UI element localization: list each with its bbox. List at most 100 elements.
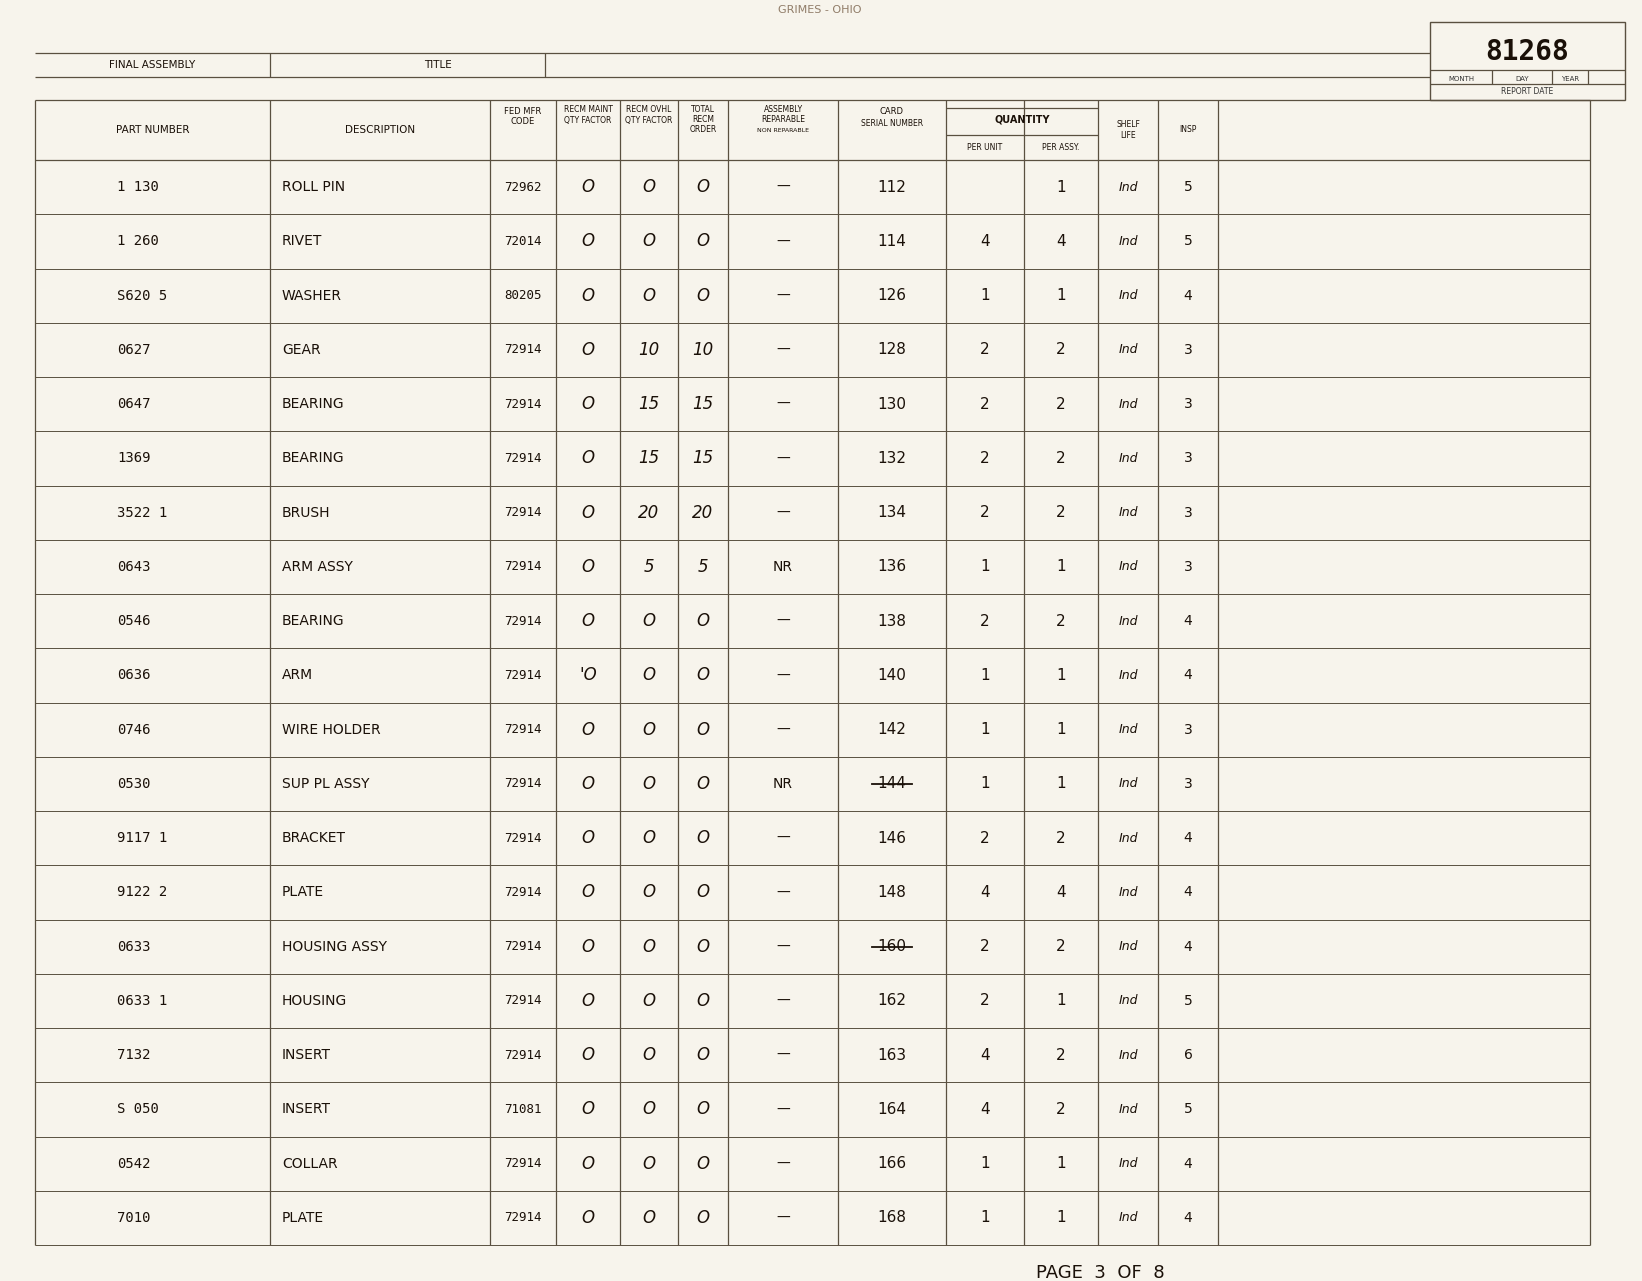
Text: —: — — [777, 343, 790, 357]
Text: 1: 1 — [1056, 993, 1066, 1008]
Text: 4: 4 — [980, 1048, 990, 1063]
Text: 134: 134 — [877, 505, 906, 520]
Text: O: O — [696, 991, 709, 1009]
Text: O: O — [696, 666, 709, 684]
Text: O: O — [581, 287, 594, 305]
Text: BEARING: BEARING — [282, 614, 345, 628]
Text: Ind: Ind — [1118, 940, 1138, 953]
Text: O: O — [581, 1154, 594, 1172]
Text: 128: 128 — [877, 342, 906, 357]
Text: —: — — [777, 722, 790, 737]
Text: PER UNIT: PER UNIT — [967, 143, 1003, 152]
Text: 1 130: 1 130 — [117, 181, 159, 195]
Text: 0546: 0546 — [117, 614, 151, 628]
Text: O: O — [581, 232, 594, 250]
Text: PLATE: PLATE — [282, 1211, 323, 1225]
Text: 4: 4 — [1056, 234, 1066, 249]
Text: 5: 5 — [644, 557, 654, 576]
Text: 130: 130 — [877, 397, 906, 411]
Text: 2: 2 — [1056, 342, 1066, 357]
Text: BRACKET: BRACKET — [282, 831, 346, 845]
Text: 10: 10 — [693, 341, 714, 359]
Text: 72914: 72914 — [504, 560, 542, 574]
Text: MONTH: MONTH — [1448, 76, 1475, 82]
Text: HOUSING: HOUSING — [282, 994, 346, 1008]
Text: 148: 148 — [877, 885, 906, 899]
Text: O: O — [642, 938, 655, 956]
Text: O: O — [581, 775, 594, 793]
Text: HOUSING ASSY: HOUSING ASSY — [282, 940, 388, 953]
Text: WIRE HOLDER: WIRE HOLDER — [282, 722, 381, 737]
Text: —: — — [777, 234, 790, 249]
Text: YEAR: YEAR — [1562, 76, 1580, 82]
Text: Ind: Ind — [1118, 994, 1138, 1007]
Text: S 050: S 050 — [117, 1103, 159, 1116]
Text: 1: 1 — [980, 776, 990, 792]
Text: 168: 168 — [877, 1211, 906, 1226]
Text: DAY: DAY — [1516, 76, 1529, 82]
Text: O: O — [581, 395, 594, 414]
Text: Ind: Ind — [1118, 506, 1138, 519]
Text: —: — — [777, 994, 790, 1008]
Text: O: O — [696, 829, 709, 847]
Text: INSERT: INSERT — [282, 1048, 332, 1062]
Text: 3: 3 — [1184, 451, 1192, 465]
Text: 1: 1 — [980, 288, 990, 304]
Text: 72914: 72914 — [504, 1157, 542, 1170]
Text: PART NUMBER: PART NUMBER — [115, 126, 189, 135]
Text: O: O — [581, 503, 594, 521]
Text: 2: 2 — [1056, 939, 1066, 954]
Text: ROLL PIN: ROLL PIN — [282, 181, 345, 195]
Text: O: O — [696, 178, 709, 196]
Text: 72914: 72914 — [504, 1212, 542, 1225]
Text: Ind: Ind — [1118, 1157, 1138, 1170]
Text: INSERT: INSERT — [282, 1103, 332, 1116]
Text: ORDER: ORDER — [690, 124, 716, 133]
Text: QUANTITY: QUANTITY — [995, 115, 1049, 126]
Text: O: O — [642, 1100, 655, 1118]
Text: 72914: 72914 — [504, 940, 542, 953]
Text: 0636: 0636 — [117, 669, 151, 683]
Text: 2: 2 — [980, 993, 990, 1008]
Text: O: O — [642, 232, 655, 250]
Text: O: O — [696, 938, 709, 956]
Text: Ind: Ind — [1118, 181, 1138, 193]
Text: GRIMES - OHIO: GRIMES - OHIO — [778, 5, 862, 15]
Text: 1: 1 — [980, 667, 990, 683]
Text: O: O — [581, 884, 594, 902]
Text: —: — — [777, 940, 790, 953]
Text: 2: 2 — [980, 830, 990, 845]
Text: 1: 1 — [1056, 560, 1066, 574]
Text: 2: 2 — [980, 451, 990, 466]
Text: O: O — [642, 829, 655, 847]
Text: BEARING: BEARING — [282, 451, 345, 465]
Text: Ind: Ind — [1118, 831, 1138, 844]
Text: 72914: 72914 — [504, 994, 542, 1007]
Text: 4: 4 — [980, 885, 990, 899]
Text: 2: 2 — [1056, 505, 1066, 520]
Text: 0542: 0542 — [117, 1157, 151, 1171]
Text: O: O — [581, 1209, 594, 1227]
Text: Ind: Ind — [1118, 1212, 1138, 1225]
Text: 1369: 1369 — [117, 451, 151, 465]
Text: Ind: Ind — [1118, 397, 1138, 411]
Text: O: O — [642, 666, 655, 684]
Text: 0746: 0746 — [117, 722, 151, 737]
Text: O: O — [696, 287, 709, 305]
Text: —: — — [777, 288, 790, 302]
Text: 0647: 0647 — [117, 397, 151, 411]
Text: 72914: 72914 — [504, 1049, 542, 1062]
Text: 4: 4 — [1184, 1211, 1192, 1225]
Text: TITLE: TITLE — [424, 60, 452, 70]
Text: 5: 5 — [1184, 234, 1192, 249]
Text: 1: 1 — [980, 1157, 990, 1171]
Text: 15: 15 — [639, 450, 660, 468]
Text: 2: 2 — [980, 505, 990, 520]
Text: 72914: 72914 — [504, 343, 542, 356]
Text: O: O — [642, 1047, 655, 1065]
Text: QTY FACTOR: QTY FACTOR — [626, 115, 673, 124]
Text: O: O — [696, 721, 709, 739]
Text: 3: 3 — [1184, 343, 1192, 357]
Text: 2: 2 — [1056, 451, 1066, 466]
Text: 0633: 0633 — [117, 940, 151, 953]
